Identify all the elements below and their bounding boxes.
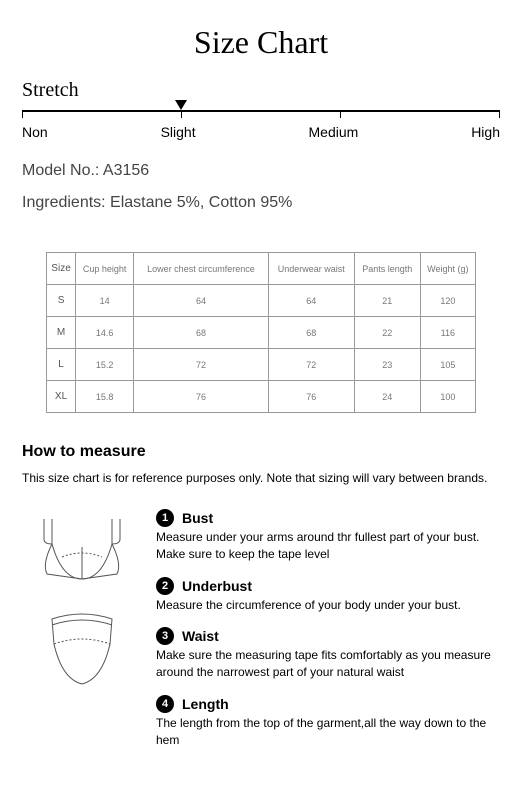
stretch-level-3: High <box>471 124 500 140</box>
measure-name: Length <box>182 696 229 712</box>
how-to-measure-title: How to measure <box>22 443 500 461</box>
table-cell: L <box>46 349 75 381</box>
table-cell: 14.6 <box>76 317 134 349</box>
measure-desc: Measure the circumference of your body u… <box>156 597 500 614</box>
table-cell: 116 <box>420 317 475 349</box>
table-cell: 14 <box>76 285 134 317</box>
how-to-measure-subtitle: This size chart is for reference purpose… <box>22 471 500 485</box>
table-cell: 76 <box>134 381 269 413</box>
table-cell: S <box>46 285 75 317</box>
page-title: Size Chart <box>22 24 500 61</box>
table-cell: 100 <box>420 381 475 413</box>
table-cell: 64 <box>134 285 269 317</box>
stretch-label: Stretch <box>22 79 500 102</box>
stretch-level-1: Slight <box>161 124 196 140</box>
table-header: Lower chest circumference <box>134 253 269 285</box>
table-header: Underwear waist <box>268 253 354 285</box>
table-cell: 105 <box>420 349 475 381</box>
measure-item: 3 Waist Make sure the measuring tape fits … <box>156 627 500 681</box>
measure-desc: The length from the top of the garment,a… <box>156 715 500 749</box>
table-row: L15.2727223105 <box>46 349 475 381</box>
measure-number-icon: 2 <box>156 577 174 595</box>
measure-number-icon: 1 <box>156 509 174 527</box>
measure-number-icon: 4 <box>156 695 174 713</box>
table-row: XL15.8767624100 <box>46 381 475 413</box>
model-number: Model No.: A3156 <box>22 162 500 180</box>
table-cell: 15.8 <box>76 381 134 413</box>
measure-item: 1 Bust Measure under your arms around thr … <box>156 509 500 563</box>
table-header: Size <box>46 253 75 285</box>
table-header: Pants length <box>354 253 420 285</box>
table-row: S14646421120 <box>46 285 475 317</box>
table-cell: 64 <box>268 285 354 317</box>
measure-item: 2 Underbust Measure the circumference of y… <box>156 577 500 614</box>
stretch-level-0: Non <box>22 124 48 140</box>
table-cell: 76 <box>268 381 354 413</box>
table-cell: 120 <box>420 285 475 317</box>
measure-name: Waist <box>182 628 219 644</box>
table-cell: 72 <box>268 349 354 381</box>
table-cell: 68 <box>134 317 269 349</box>
table-cell: 24 <box>354 381 420 413</box>
size-table: SizeCup heightLower chest circumferenceU… <box>46 252 476 413</box>
measure-number-icon: 3 <box>156 627 174 645</box>
measure-item: 4 Length The length from the top of the ga… <box>156 695 500 749</box>
table-cell: XL <box>46 381 75 413</box>
stretch-level-2: Medium <box>309 124 359 140</box>
table-header: Cup height <box>76 253 134 285</box>
garment-diagram <box>22 509 142 763</box>
measure-name: Bust <box>182 510 213 526</box>
table-cell: 72 <box>134 349 269 381</box>
table-header: Weight (g) <box>420 253 475 285</box>
measure-name: Underbust <box>182 578 252 594</box>
table-cell: M <box>46 317 75 349</box>
table-cell: 15.2 <box>76 349 134 381</box>
measure-desc: Make sure the measuring tape fits comfor… <box>156 647 500 681</box>
table-cell: 23 <box>354 349 420 381</box>
measure-desc: Measure under your arms around thr fulle… <box>156 529 500 563</box>
stretch-scale: Non Slight Medium High <box>22 110 500 140</box>
table-cell: 22 <box>354 317 420 349</box>
table-cell: 21 <box>354 285 420 317</box>
table-row: M14.6686822116 <box>46 317 475 349</box>
table-cell: 68 <box>268 317 354 349</box>
stretch-pointer <box>175 100 187 110</box>
ingredients: Ingredients: Elastane 5%, Cotton 95% <box>22 194 500 212</box>
